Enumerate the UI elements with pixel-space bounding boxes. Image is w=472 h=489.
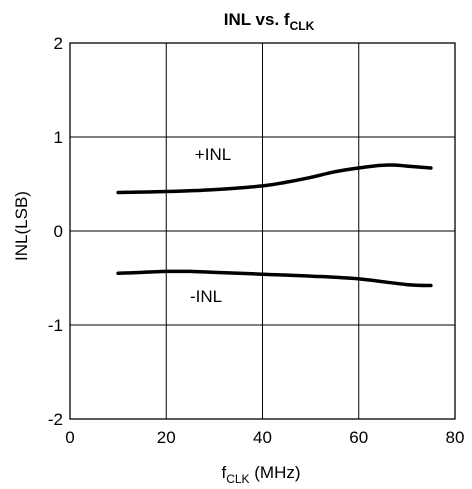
plot-area-frame <box>69 42 456 420</box>
series-annotation: -INL <box>190 287 222 306</box>
y-tick-label: -1 <box>48 316 63 335</box>
y-axis-label: INL(LSB) <box>12 191 31 261</box>
y-tick-label: -2 <box>48 410 63 429</box>
x-tick-label: 80 <box>446 428 465 447</box>
chart-title: INL vs. fCLK <box>224 10 315 33</box>
series-line-neg-inl <box>116 269 433 288</box>
grid <box>70 43 455 419</box>
x-tick-label: 40 <box>253 428 272 447</box>
series-line-pos-inl <box>116 163 433 195</box>
series <box>116 163 433 288</box>
y-tick-label: 0 <box>54 222 63 241</box>
series-annotation: +INL <box>195 145 231 164</box>
x-tick-label: 60 <box>349 428 368 447</box>
annotations: +INL -INL <box>190 145 231 306</box>
y-tick-label: 2 <box>54 34 63 53</box>
x-tick-label: 0 <box>65 428 74 447</box>
y-tick-label: 1 <box>54 128 63 147</box>
tick-labels: 0 20 40 60 80 2 1 0 -1 -2 <box>48 34 465 447</box>
x-tick-label: 20 <box>157 428 176 447</box>
x-axis-label: fCLK (MHz) <box>221 463 300 486</box>
